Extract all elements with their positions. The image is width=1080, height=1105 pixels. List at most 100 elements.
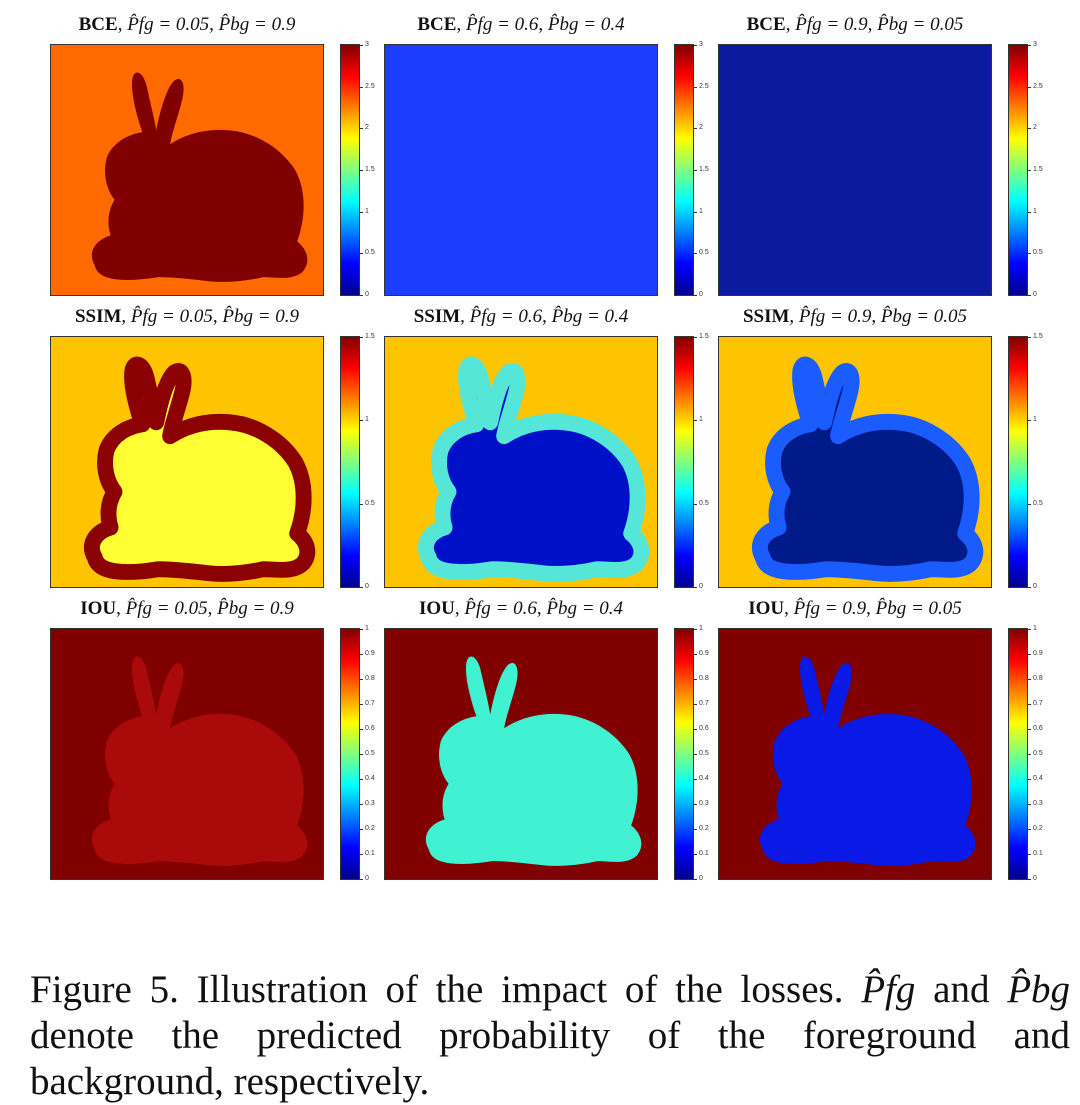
colorbar-tick-label: 3 (1028, 41, 1037, 48)
figure-caption: Figure 5. Illustration of the impact of … (30, 967, 1070, 1105)
title-separator: , (460, 306, 470, 327)
colorbar: 1.5 1 0.5 0 (674, 333, 709, 590)
colorbar-tick-label: 1 (360, 625, 369, 632)
colorbar-tick-label: 0 (360, 583, 369, 590)
p-bg-label: P̂bg = 0.9 (222, 306, 300, 327)
panel-title: SSIM, P̂fg = 0.6, P̂bg = 0.4 (371, 306, 671, 328)
panel-title: SSIM, P̂fg = 0.9, P̂bg = 0.05 (705, 306, 1005, 328)
colorbar: 1 0.9 0.8 0.7 0.6 0.5 0.4 0.3 0.2 0.1 0 (1008, 625, 1043, 882)
colorbar-tick-label: 0.8 (1028, 675, 1043, 682)
colorbar-tick-label: 0 (1028, 291, 1037, 298)
loss-name: SSIM (74, 306, 122, 327)
colorbar-tick-label: 0.5 (360, 750, 375, 757)
rabbit-silhouette (417, 356, 650, 582)
p-bg-label: P̂bg = 0.05 (877, 14, 964, 35)
colorbar-tick-label: 0.4 (694, 775, 709, 782)
rabbit-silhouette (83, 356, 316, 582)
title-separator: , (117, 14, 128, 35)
loss-heatmap (50, 628, 324, 880)
p-bg-label: P̂bg = 0.05 (875, 598, 962, 619)
colorbar-tick-label: 0.6 (1028, 725, 1043, 732)
title-separator: , (212, 306, 223, 327)
colorbar-tick-label: 1 (694, 416, 703, 424)
loss-heatmap (718, 628, 992, 880)
p-bg-label: P̂bg = 0.4 (547, 14, 625, 35)
colorbar-tick-label: 0 (694, 583, 703, 590)
colorbar-tick-label: 2 (694, 124, 703, 132)
colorbar-tick-label: 0 (1028, 875, 1037, 882)
loss-heatmap (50, 336, 324, 588)
title-separator: , (542, 306, 552, 327)
colorbar: 1 0.9 0.8 0.7 0.6 0.5 0.4 0.3 0.2 0.1 0 (340, 625, 375, 882)
colorbar-tick-label: 0.8 (360, 675, 375, 682)
colorbar-tick-label: 0.1 (360, 850, 375, 857)
title-separator: , (456, 14, 466, 35)
colorbar-tick-label: 1.5 (1028, 333, 1043, 340)
colorbar-tick-label: 0.5 (1028, 249, 1043, 257)
loss-heatmap (718, 336, 992, 588)
p-bg-label: P̂bg = 0.05 (880, 306, 968, 327)
loss-name: BCE (417, 14, 457, 35)
colorbar-tick-label: 1 (360, 416, 369, 424)
colorbar-tick-label: 0 (360, 875, 369, 882)
rabbit-silhouette (91, 72, 308, 282)
panel-title: BCE, P̂fg = 0.6, P̂bg = 0.4 (371, 14, 671, 36)
colorbar-tick-label: 1.5 (360, 333, 375, 340)
loss-name: IOU (748, 598, 785, 619)
colorbar-tick-label: 0.1 (694, 850, 709, 857)
colorbar-tick-label: 0.3 (694, 800, 709, 807)
title-separator: , (207, 598, 218, 619)
colorbar-tick-label: 0 (1028, 583, 1037, 590)
colorbar-tick-label: 0.5 (360, 499, 375, 507)
p-bg-label: P̂bg = 0.9 (217, 598, 294, 619)
loss-heatmap (718, 44, 992, 296)
loss-heatmap (384, 44, 658, 296)
title-separator: , (867, 14, 878, 35)
p-fg-label: P̂fg = 0.6 (465, 14, 539, 35)
colorbar: 3 2.5 2 1.5 1 0.5 0 (674, 41, 709, 298)
p-fg-label: P̂fg = 0.05 (127, 14, 210, 35)
title-separator: , (538, 14, 548, 35)
colorbar-tick-label: 0.7 (1028, 700, 1043, 707)
rabbit-silhouette (751, 356, 984, 582)
colorbar: 3 2.5 2 1.5 1 0.5 0 (1008, 41, 1043, 298)
rabbit-silhouette (759, 72, 976, 282)
colorbar-tick-label: 0.2 (360, 825, 375, 832)
colorbar-tick-label: 1 (1028, 625, 1037, 632)
colorbar-tick-label: 0.5 (1028, 499, 1043, 507)
p-bg-label: P̂bg = 0.4 (551, 306, 629, 327)
colorbar-tick-label: 0.6 (694, 725, 709, 732)
colorbar-tick-label: 0.1 (1028, 850, 1043, 857)
title-separator: , (454, 598, 465, 619)
caption-text-after: denote the predicted probability of the … (30, 1014, 1070, 1103)
colorbar-tick-label: 2.5 (1028, 82, 1043, 90)
colorbar-tick-label: 1.5 (360, 166, 375, 173)
caption-symbol-fg: P̂fg (861, 968, 916, 1011)
title-separator: , (785, 14, 796, 35)
title-separator: , (789, 306, 799, 327)
panel-title: IOU, P̂fg = 0.05, P̂bg = 0.9 (37, 598, 337, 620)
loss-heatmap (50, 44, 324, 296)
colorbar-tick-label: 2.5 (360, 82, 375, 90)
title-separator: , (121, 306, 131, 327)
colorbar-tick-label: 0.2 (694, 825, 709, 832)
colorbar-tick-label: 0.2 (1028, 825, 1043, 832)
caption-and: and (933, 968, 990, 1011)
colorbar: 3 2.5 2 1.5 1 0.5 0 (340, 41, 375, 298)
colorbar-tick-label: 1 (694, 625, 703, 632)
panel-title: SSIM, P̂fg = 0.05, P̂bg = 0.9 (37, 306, 337, 328)
colorbar-tick-label: 0.5 (1028, 750, 1043, 757)
rabbit-silhouette (425, 72, 642, 282)
colorbar: 1 0.9 0.8 0.7 0.6 0.5 0.4 0.3 0.2 0.1 0 (674, 625, 709, 882)
loss-name: SSIM (413, 306, 461, 327)
loss-name: BCE (746, 14, 786, 35)
colorbar: 1.5 1 0.5 0 (1008, 333, 1043, 590)
p-fg-label: P̂fg = 0.6 (464, 598, 537, 619)
colorbar-tick-label: 0.9 (360, 650, 375, 657)
loss-heatmap (384, 336, 658, 588)
colorbar-tick-label: 2 (360, 124, 369, 132)
title-separator: , (209, 14, 219, 35)
colorbar-tick-label: 0.7 (694, 700, 709, 707)
colorbar-tick-label: 0 (360, 291, 369, 298)
colorbar-tick-label: 0.6 (360, 725, 375, 732)
